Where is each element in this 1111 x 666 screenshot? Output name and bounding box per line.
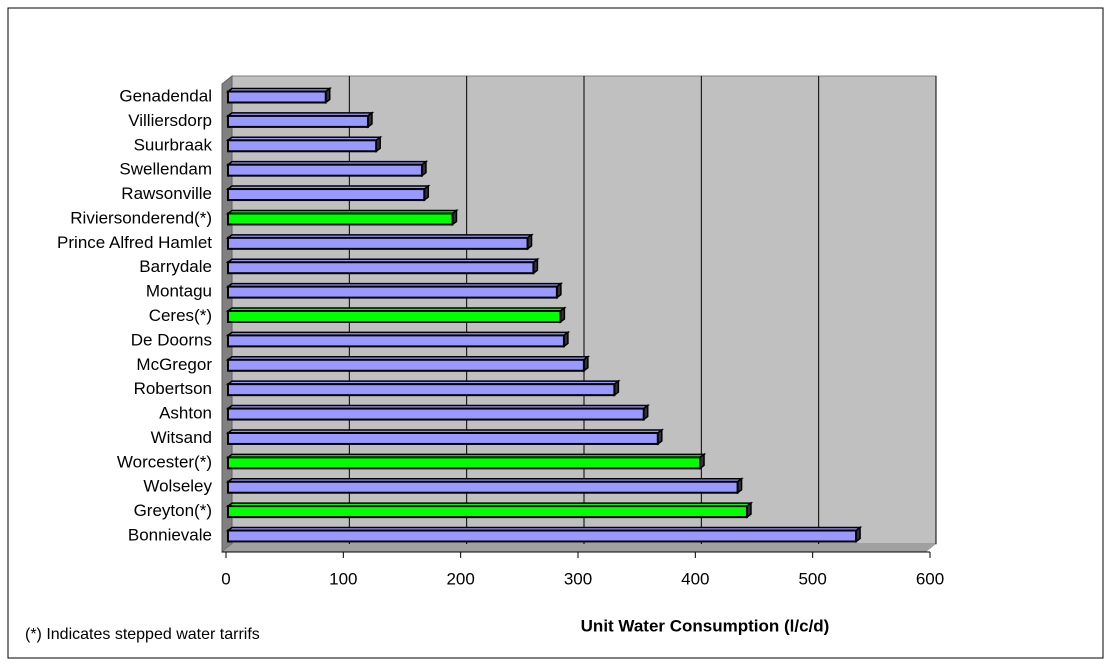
bar	[227, 236, 529, 250]
x-tick-label: 600	[916, 569, 944, 588]
y-tick-label: Greyton(*)	[134, 501, 212, 520]
bar	[227, 431, 659, 445]
bar	[227, 529, 858, 543]
bar	[227, 358, 585, 372]
bar	[227, 505, 748, 519]
bar	[227, 90, 327, 104]
y-tick-label: Riviersonderend(*)	[70, 208, 212, 227]
y-tick-label: Robertson	[134, 379, 212, 398]
footnote: (*) Indicates stepped water tarrifs	[25, 626, 260, 643]
y-tick-label: Wolseley	[143, 477, 212, 496]
x-tick-label: 200	[446, 569, 474, 588]
y-tick-label: Rawsonville	[121, 184, 212, 203]
bar	[227, 188, 426, 202]
bar	[227, 139, 378, 153]
bar	[227, 212, 454, 226]
bar	[227, 310, 562, 323]
y-tick-label: Prince Alfred Hamlet	[57, 233, 212, 252]
bar	[227, 114, 369, 128]
x-tick-label: 0	[221, 569, 230, 588]
y-tick-label: Genadendal	[119, 86, 212, 105]
floor	[222, 544, 936, 552]
bar	[227, 407, 645, 421]
x-tick-label: 400	[681, 569, 709, 588]
x-tick-label: 300	[564, 569, 592, 588]
y-tick-label: Ceres(*)	[149, 306, 212, 325]
y-tick-label: Worcester(*)	[117, 452, 212, 471]
y-tick-label: Barrydale	[139, 257, 212, 276]
y-tick-label: Montagu	[146, 282, 212, 301]
y-tick-label: Suurbraak	[134, 135, 213, 154]
bar	[227, 456, 702, 470]
y-tick-label: McGregor	[136, 355, 212, 374]
bar	[227, 334, 565, 348]
bar	[227, 163, 423, 177]
y-tick-label: Villiersdorp	[128, 111, 212, 130]
y-tick-label: Witsand	[151, 428, 212, 447]
bar	[227, 261, 535, 275]
y-tick-label: Ashton	[159, 404, 212, 423]
bar	[227, 383, 616, 397]
x-axis-title: Unit Water Consumption (l/c/d)	[581, 616, 830, 635]
y-tick-label: Bonnievale	[128, 525, 212, 544]
x-tick-label: 500	[798, 569, 826, 588]
bar	[227, 285, 558, 299]
y-tick-label: De Doorns	[131, 330, 212, 349]
bar	[227, 480, 739, 494]
x-tick-label: 100	[329, 569, 357, 588]
y-tick-label: Swellendam	[119, 160, 212, 179]
